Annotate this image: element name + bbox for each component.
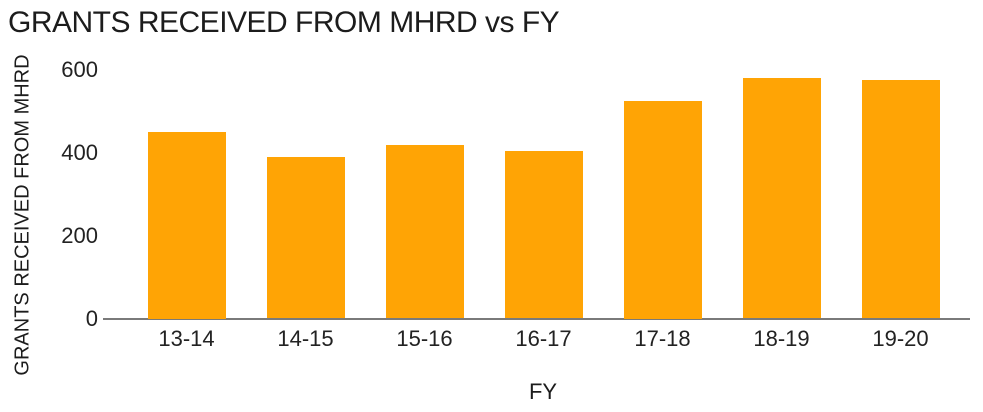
x-tick-label: 15-16 bbox=[396, 326, 453, 351]
x-tick-label: 18-19 bbox=[753, 326, 810, 351]
y-tick-label: 600 bbox=[61, 57, 98, 82]
x-tick-label: 13-14 bbox=[158, 326, 215, 351]
chart-title: GRANTS RECEIVED FROM MHRD vs FY bbox=[8, 6, 560, 39]
bar-15-16 bbox=[385, 144, 464, 319]
y-axis-title: GRANTS RECEIVED FROM MHRD bbox=[11, 54, 34, 376]
bar-14-15 bbox=[266, 156, 345, 319]
bar-19-20 bbox=[861, 80, 940, 319]
x-tick-label: 19-20 bbox=[872, 326, 929, 351]
x-tick-label: 14-15 bbox=[277, 326, 334, 351]
bar-18-19 bbox=[742, 78, 821, 319]
x-tick-label: 16-17 bbox=[515, 326, 572, 351]
x-axis-title: FY bbox=[528, 379, 558, 404]
y-tick-label: 0 bbox=[85, 305, 98, 331]
y-tick-label: 400 bbox=[61, 139, 98, 165]
x-axis-line bbox=[103, 317, 970, 320]
bar-17-18 bbox=[623, 101, 702, 319]
x-tick-label: 17-18 bbox=[634, 326, 691, 351]
y-tick-label: 200 bbox=[61, 222, 98, 248]
bar-16-17 bbox=[504, 150, 583, 319]
bar-13-14 bbox=[147, 132, 226, 319]
